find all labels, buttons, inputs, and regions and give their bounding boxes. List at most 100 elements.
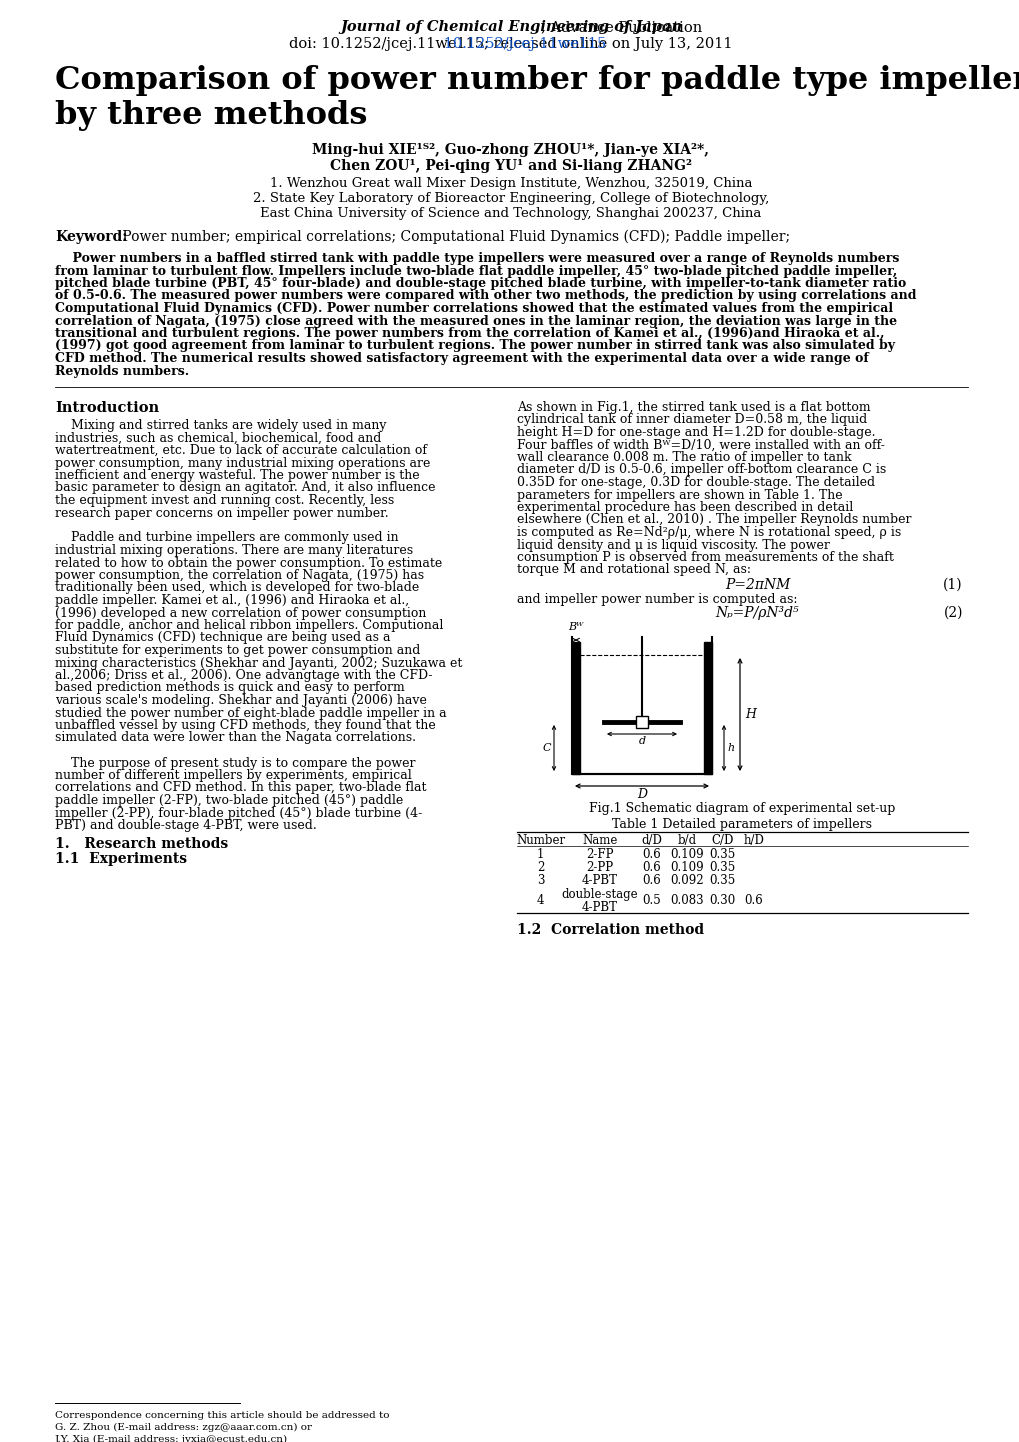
Text: Number: Number <box>516 833 565 846</box>
Text: 0.6: 0.6 <box>642 848 660 861</box>
Text: 1.2  Correlation method: 1.2 Correlation method <box>517 923 703 937</box>
Text: 0.35: 0.35 <box>708 861 735 874</box>
Text: basic parameter to design an agitator. And, it also influence: basic parameter to design an agitator. A… <box>55 482 435 495</box>
Text: Table 1 Detailed parameters of impellers: Table 1 Detailed parameters of impellers <box>611 818 871 831</box>
Text: inefficient and energy wasteful. The power number is the: inefficient and energy wasteful. The pow… <box>55 469 419 482</box>
Text: Reynolds numbers.: Reynolds numbers. <box>55 365 189 378</box>
Text: Keyword:: Keyword: <box>55 231 127 244</box>
Text: Bᵂ: Bᵂ <box>568 622 583 632</box>
Text: Computational Fluid Dynamics (CFD). Power number correlations showed that the es: Computational Fluid Dynamics (CFD). Powe… <box>55 301 893 314</box>
Text: P=2πNM: P=2πNM <box>725 578 790 593</box>
Text: 1.   Research methods: 1. Research methods <box>55 836 228 851</box>
Text: watertreatment, etc. Due to lack of accurate calculation of: watertreatment, etc. Due to lack of accu… <box>55 444 427 457</box>
Text: studied the power number of eight-blade paddle impeller in a: studied the power number of eight-blade … <box>55 707 446 720</box>
Text: correlations and CFD method. In this paper, two-blade flat: correlations and CFD method. In this pap… <box>55 782 426 795</box>
Text: cylindrical tank of inner diameter D=0.58 m, the liquid: cylindrical tank of inner diameter D=0.5… <box>517 414 866 427</box>
Text: for paddle, anchor and helical ribbon impellers. Computional: for paddle, anchor and helical ribbon im… <box>55 619 443 632</box>
Text: power consumption, many industrial mixing operations are: power consumption, many industrial mixin… <box>55 457 430 470</box>
Text: d: d <box>638 735 645 746</box>
Text: CFD method. The numerical results showed satisfactory agreement with the experim: CFD method. The numerical results showed… <box>55 352 868 365</box>
Text: C: C <box>542 743 550 753</box>
Text: torque M and rotational speed N, as:: torque M and rotational speed N, as: <box>517 564 750 577</box>
Text: 0.5: 0.5 <box>642 894 660 907</box>
Text: 0.35D for one-stage, 0.3D for double-stage. The detailed: 0.35D for one-stage, 0.3D for double-sta… <box>517 476 874 489</box>
Text: traditionally been used, which is developed for two-blade: traditionally been used, which is develo… <box>55 581 419 594</box>
Text: doi: 10.1252/jcej.11we115; released online on July 13, 2011: doi: 10.1252/jcej.11we115; released onli… <box>289 37 732 50</box>
Text: (1): (1) <box>943 578 962 593</box>
Text: 0.083: 0.083 <box>669 894 703 907</box>
Text: correlation of Nagata, (1975) close agreed with the measured ones in the laminar: correlation of Nagata, (1975) close agre… <box>55 314 897 327</box>
Text: 1: 1 <box>536 848 544 861</box>
Text: unbaffled vessel by using CFD methods, they found that the: unbaffled vessel by using CFD methods, t… <box>55 720 435 733</box>
Text: substitute for experiments to get power consumption and: substitute for experiments to get power … <box>55 645 420 658</box>
Text: height H=D for one-stage and H=1.2D for double-stage.: height H=D for one-stage and H=1.2D for … <box>517 425 874 438</box>
Text: transitional and turbulent regions. The power numbers from the correlation of Ka: transitional and turbulent regions. The … <box>55 327 883 340</box>
Text: 2: 2 <box>536 861 544 874</box>
Text: Four baffles of width Bᵂ=D/10, were installed with an off-: Four baffles of width Bᵂ=D/10, were inst… <box>517 438 884 451</box>
Bar <box>703 642 711 774</box>
Text: 0.6: 0.6 <box>642 874 660 887</box>
Text: diameter d/D is 0.5-0.6, impeller off-bottom clearance C is: diameter d/D is 0.5-0.6, impeller off-bo… <box>517 463 886 476</box>
Text: 1. Wenzhou Great wall Mixer Design Institute, Wenzhou, 325019, China: 1. Wenzhou Great wall Mixer Design Insti… <box>269 177 752 190</box>
Text: 0.092: 0.092 <box>669 874 703 887</box>
Text: industries, such as chemical, biochemical, food and: industries, such as chemical, biochemica… <box>55 431 381 444</box>
Text: al.,2006; Driss et al., 2006). One advangtage with the CFD-: al.,2006; Driss et al., 2006). One advan… <box>55 669 432 682</box>
Text: 4-PBT: 4-PBT <box>582 901 618 914</box>
Text: J.Y. Xia (E-mail address: jyxia@ecust.edu.cn): J.Y. Xia (E-mail address: jyxia@ecust.ed… <box>55 1435 287 1442</box>
Text: 0.109: 0.109 <box>669 861 703 874</box>
Text: G. Z. Zhou (E-mail address: zgz@aaar.com.cn) or: G. Z. Zhou (E-mail address: zgz@aaar.com… <box>55 1423 312 1432</box>
Text: paddle impeller. Kamei et al., (1996) and Hiraoka et al.,: paddle impeller. Kamei et al., (1996) an… <box>55 594 409 607</box>
Text: 2-PP: 2-PP <box>586 861 613 874</box>
Text: mixing characteristics (Shekhar and Jayanti, 2002; Suzukawa et: mixing characteristics (Shekhar and Jaya… <box>55 656 462 669</box>
Text: consumption P is observed from measurements of the shaft: consumption P is observed from measureme… <box>517 551 893 564</box>
Text: Mixing and stirred tanks are widely used in many: Mixing and stirred tanks are widely used… <box>55 420 386 433</box>
Text: , Advance Publication: , Advance Publication <box>319 20 702 35</box>
Text: Paddle and turbine impellers are commonly used in: Paddle and turbine impellers are commonl… <box>55 532 398 545</box>
Text: impeller (2-PP), four-blade pitched (45°) blade turbine (4-: impeller (2-PP), four-blade pitched (45°… <box>55 806 422 819</box>
Text: (1997) got good agreement from laminar to turbulent regions. The power number in: (1997) got good agreement from laminar t… <box>55 339 894 352</box>
Text: power consumption, the correlation of Nagata, (1975) has: power consumption, the correlation of Na… <box>55 570 424 583</box>
Text: Introduction: Introduction <box>55 401 159 415</box>
Text: Ming-hui XIE¹ᵀ², Guo-zhong ZHOU¹*, Jian-ye XIA²*,: Ming-hui XIE¹ᵀ², Guo-zhong ZHOU¹*, Jian-… <box>312 143 709 157</box>
Text: 2-FP: 2-FP <box>586 848 613 861</box>
Text: simulated data were lower than the Nagata correlations.: simulated data were lower than the Nagat… <box>55 731 416 744</box>
Text: 1.1  Experiments: 1.1 Experiments <box>55 852 186 867</box>
Text: As shown in Fig.1, the stirred tank used is a flat bottom: As shown in Fig.1, the stirred tank used… <box>517 401 870 414</box>
Text: and impeller power number is computed as:: and impeller power number is computed as… <box>517 593 797 606</box>
Text: from laminar to turbulent flow. Impellers include two-blade flat paddle impeller: from laminar to turbulent flow. Impeller… <box>55 264 897 277</box>
Text: b/d: b/d <box>677 833 696 846</box>
Text: 0.109: 0.109 <box>669 848 703 861</box>
Text: industrial mixing operations. There are many literatures: industrial mixing operations. There are … <box>55 544 413 557</box>
Text: research paper concerns on impeller power number.: research paper concerns on impeller powe… <box>55 506 388 519</box>
Text: Name: Name <box>582 833 618 846</box>
Text: double-stage: double-stage <box>561 888 638 901</box>
Text: elsewhere (Chen et al., 2010) . The impeller Reynolds number: elsewhere (Chen et al., 2010) . The impe… <box>517 513 911 526</box>
Text: Nₚ=P/ρN³d⁵: Nₚ=P/ρN³d⁵ <box>715 606 799 620</box>
Text: experimental procedure has been described in detail: experimental procedure has been describe… <box>517 500 853 513</box>
Text: 0.35: 0.35 <box>708 874 735 887</box>
Text: related to how to obtain the power consumption. To estimate: related to how to obtain the power consu… <box>55 557 442 570</box>
Text: Chen ZOU¹, Pei-qing YU¹ and Si-liang ZHANG²: Chen ZOU¹, Pei-qing YU¹ and Si-liang ZHA… <box>330 159 691 173</box>
Text: liquid density and μ is liquid viscosity. The power: liquid density and μ is liquid viscosity… <box>517 538 829 551</box>
Text: pitched blade turbine (PBT, 45° four-blade) and double-stage pitched blade turbi: pitched blade turbine (PBT, 45° four-bla… <box>55 277 905 290</box>
Text: the equipment invest and running cost. Recently, less: the equipment invest and running cost. R… <box>55 495 394 508</box>
Text: Fig.1 Schematic diagram of experimental set-up: Fig.1 Schematic diagram of experimental … <box>589 802 895 815</box>
Text: parameters for impellers are shown in Table 1. The: parameters for impellers are shown in Ta… <box>517 489 842 502</box>
Bar <box>636 717 647 728</box>
Text: based prediction methods is quick and easy to perform: based prediction methods is quick and ea… <box>55 682 405 695</box>
Text: 0.35: 0.35 <box>708 848 735 861</box>
Text: h: h <box>727 743 734 753</box>
Text: 4-PBT: 4-PBT <box>582 874 618 887</box>
Text: 2. State Key Laboratory of Bioreactor Engineering, College of Biotechnology,: 2. State Key Laboratory of Bioreactor En… <box>253 192 768 205</box>
Text: by three methods: by three methods <box>55 99 367 131</box>
Text: various scale's modeling. Shekhar and Jayanti (2006) have: various scale's modeling. Shekhar and Ja… <box>55 694 427 707</box>
Text: 10.1252/jcej.11we115: 10.1252/jcej.11we115 <box>416 37 605 50</box>
Text: East China University of Science and Technology, Shanghai 200237, China: East China University of Science and Tec… <box>260 208 761 221</box>
Text: h/D: h/D <box>743 833 763 846</box>
Text: (1996) developed a new correlation of power consumption: (1996) developed a new correlation of po… <box>55 607 426 620</box>
Text: Comparison of power number for paddle type impellers: Comparison of power number for paddle ty… <box>55 65 1019 97</box>
Text: Correspondence concerning this article should be addressed to: Correspondence concerning this article s… <box>55 1412 389 1420</box>
Text: is computed as Re=Nd²ρ/μ, where N is rotational speed, ρ is: is computed as Re=Nd²ρ/μ, where N is rot… <box>517 526 901 539</box>
Text: D: D <box>637 787 646 800</box>
Text: 0.6: 0.6 <box>744 894 762 907</box>
